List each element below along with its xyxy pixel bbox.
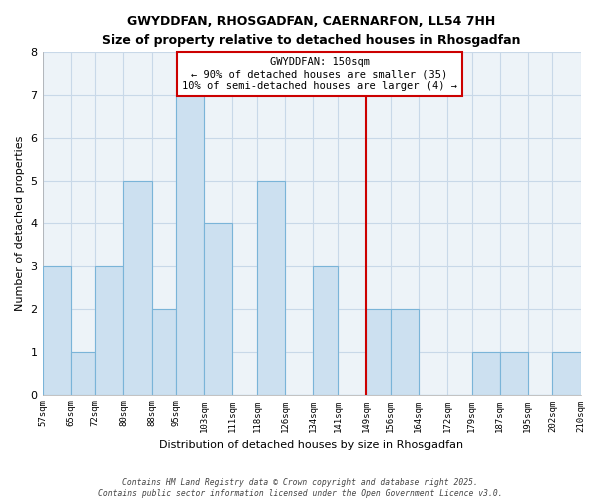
Bar: [71, 352, 95, 395]
Bar: [95, 266, 124, 394]
Bar: [472, 352, 500, 395]
Bar: [152, 309, 176, 394]
Text: Contains HM Land Registry data © Crown copyright and database right 2025.
Contai: Contains HM Land Registry data © Crown c…: [98, 478, 502, 498]
Text: GWYDDFAN: 150sqm
← 90% of detached houses are smaller (35)
10% of semi-detached : GWYDDFAN: 150sqm ← 90% of detached house…: [182, 58, 457, 90]
Bar: [313, 266, 338, 394]
Bar: [366, 309, 391, 394]
Bar: [500, 352, 528, 395]
Y-axis label: Number of detached properties: Number of detached properties: [15, 136, 25, 311]
Bar: [391, 309, 419, 394]
Bar: [43, 266, 71, 394]
Bar: [257, 180, 285, 394]
Bar: [176, 95, 204, 394]
X-axis label: Distribution of detached houses by size in Rhosgadfan: Distribution of detached houses by size …: [160, 440, 464, 450]
Bar: [124, 180, 152, 394]
Title: GWYDDFAN, RHOSGADFAN, CAERNARFON, LL54 7HH
Size of property relative to detached: GWYDDFAN, RHOSGADFAN, CAERNARFON, LL54 7…: [102, 15, 521, 47]
Bar: [553, 352, 581, 395]
Bar: [204, 224, 232, 394]
